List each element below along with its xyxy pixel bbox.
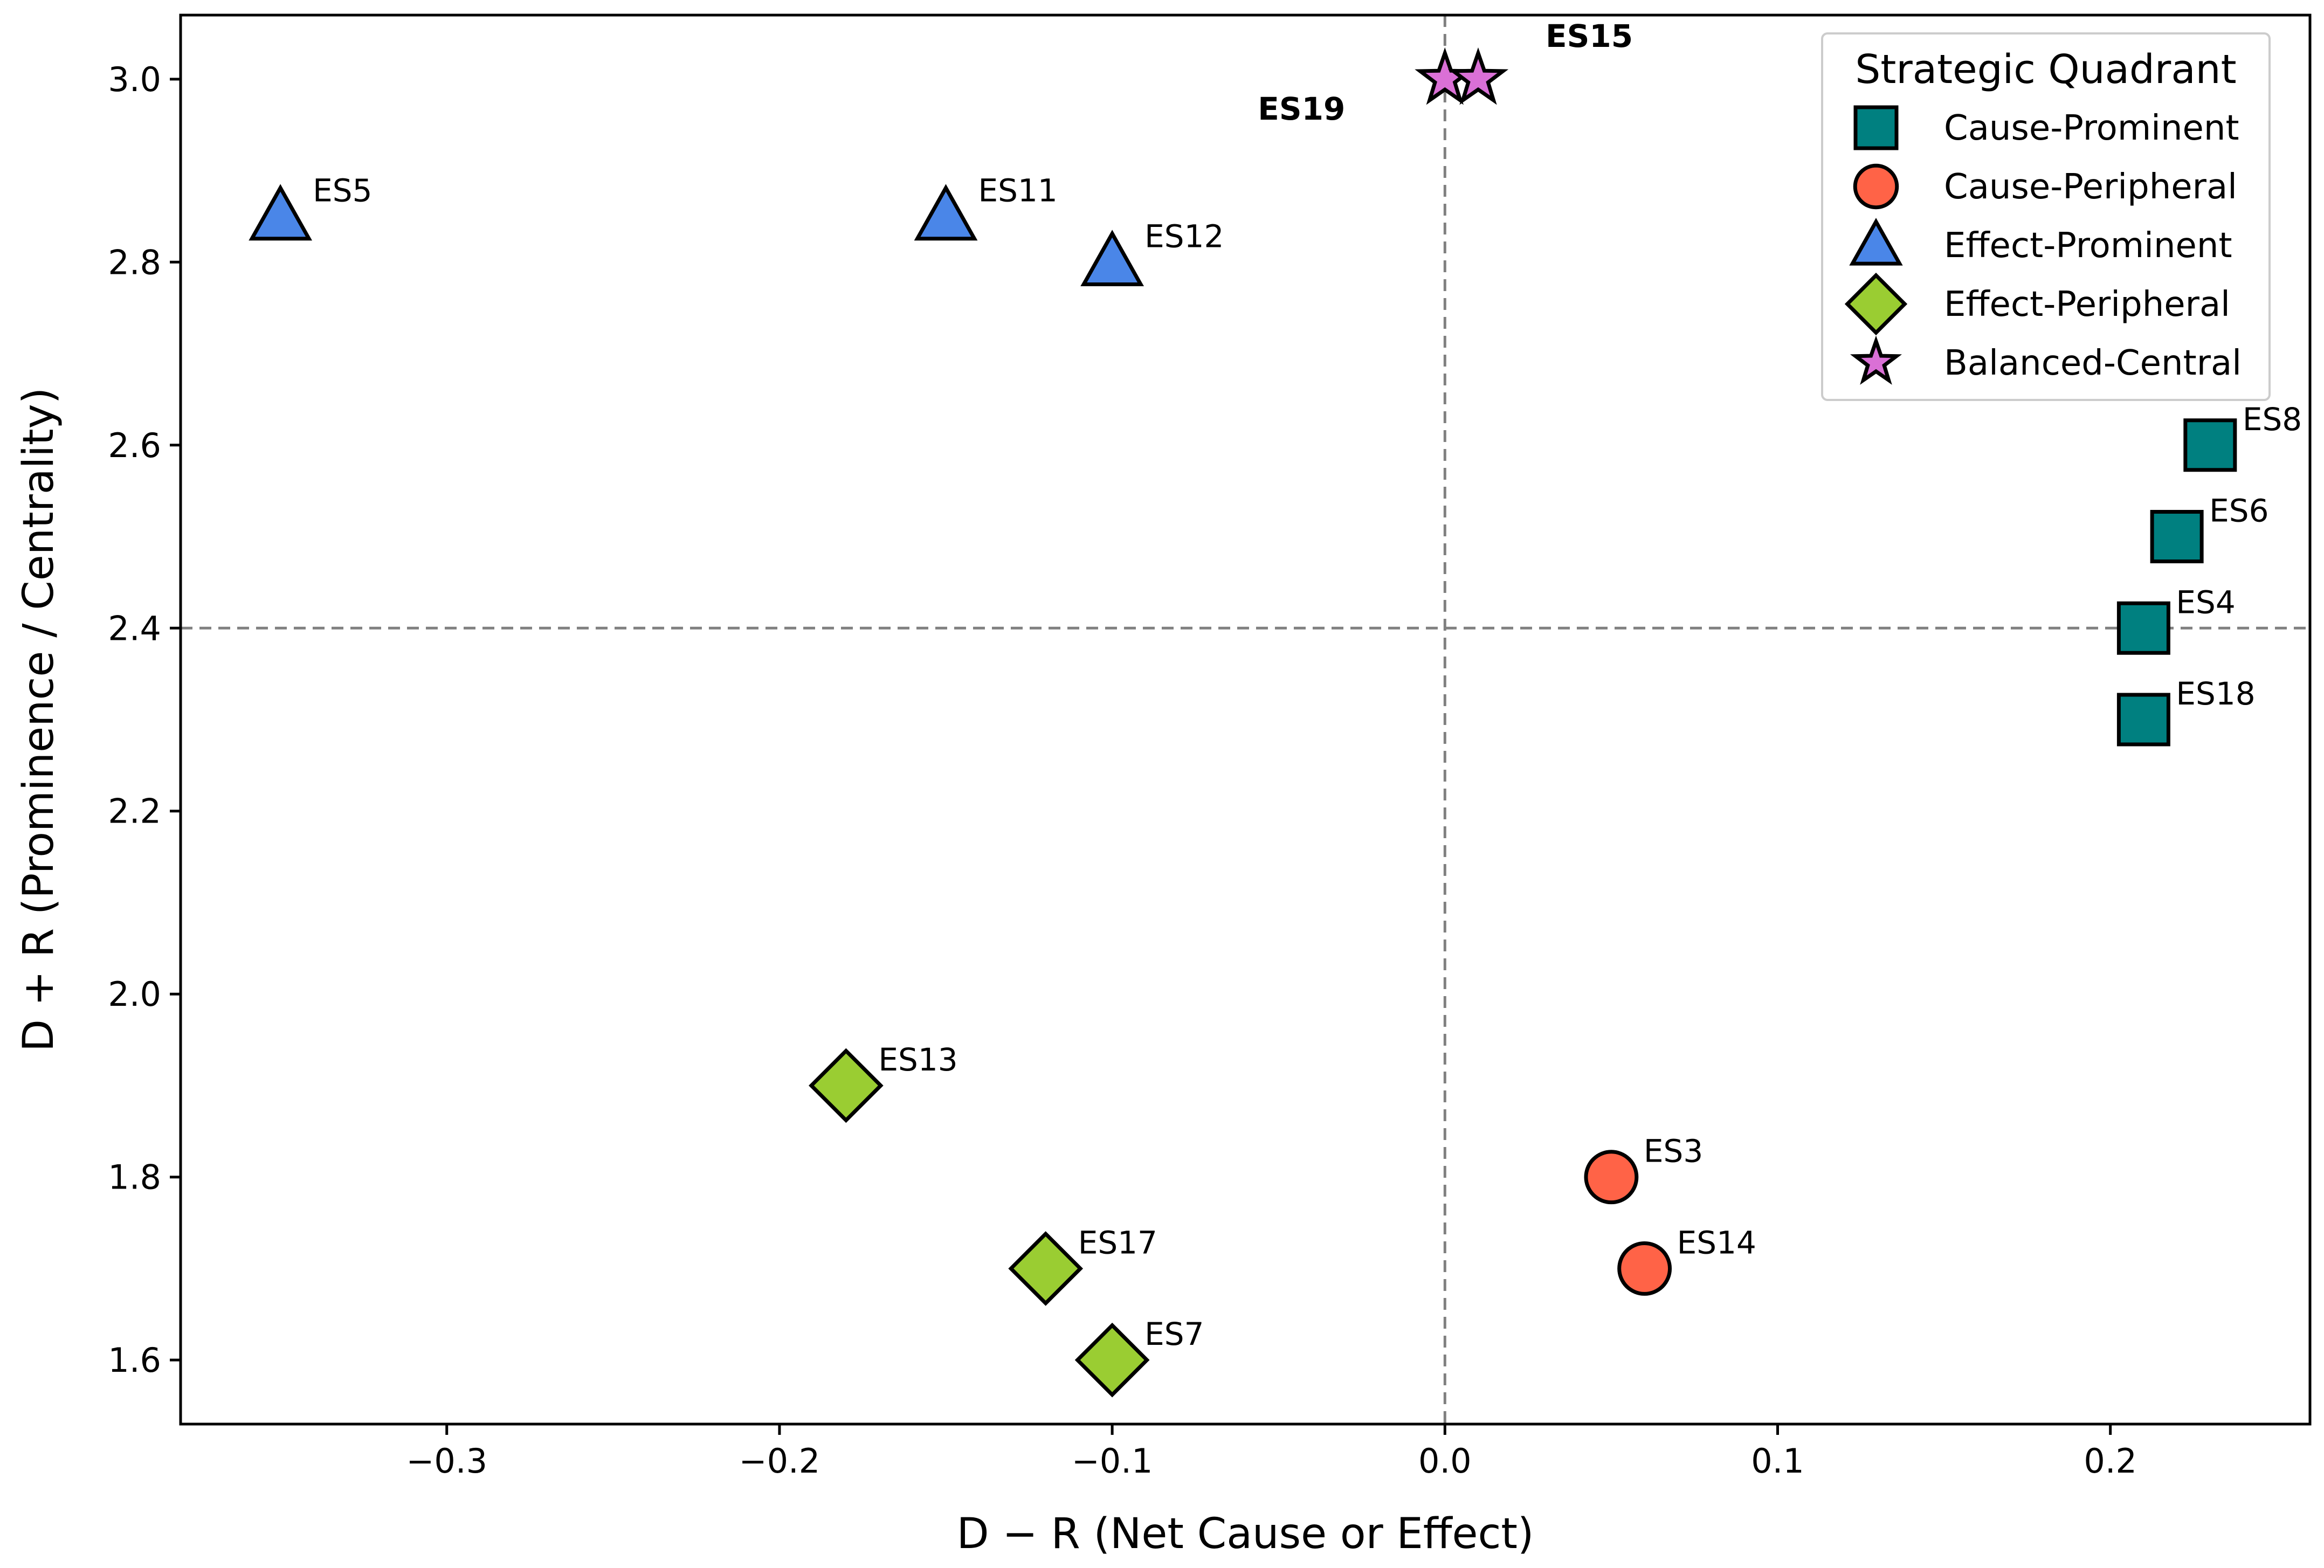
- point-label-es8: ES8: [2243, 401, 2302, 438]
- legend-marker-diamond: [1844, 272, 1908, 336]
- x-tick-label: −0.1: [1072, 1441, 1153, 1481]
- y-tick-label: 1.6: [108, 1341, 161, 1380]
- y-tick-label: 2.6: [108, 426, 161, 465]
- point-label-es18: ES18: [2176, 675, 2255, 712]
- data-point-es8: [2183, 418, 2237, 472]
- y-axis-label: D + R (Prominence / Centrality): [15, 388, 63, 1052]
- legend-entry-label: Cause-Prominent: [1944, 108, 2239, 148]
- legend-title: Strategic Quadrant: [1855, 46, 2236, 93]
- legend-entry-label: Cause-Peripheral: [1944, 167, 2237, 207]
- legend-entry-label: Effect-Prominent: [1944, 226, 2232, 266]
- legend-entry-label: Effect-Peripheral: [1944, 285, 2230, 324]
- point-label-es3: ES3: [1644, 1133, 1703, 1170]
- point-label-es14: ES14: [1677, 1224, 1756, 1261]
- data-point-es3: [1584, 1150, 1639, 1205]
- data-point-es13: [809, 1048, 884, 1123]
- point-label-es5: ES5: [313, 172, 372, 209]
- point-label-es11: ES11: [978, 172, 1058, 209]
- y-tick-label: 2.8: [108, 243, 161, 282]
- legend-box: [1821, 32, 2271, 401]
- reference-lines: [181, 15, 2310, 1424]
- point-label-es17: ES17: [1078, 1224, 1157, 1261]
- data-point-es5: [249, 184, 313, 241]
- legend-entry-label: Balanced-Central: [1944, 343, 2242, 383]
- data-point-es11: [914, 184, 978, 241]
- x-tick-label: −0.2: [739, 1441, 820, 1481]
- legend-marker-triangle: [1849, 218, 1903, 266]
- x-tick-label: 0.2: [2084, 1441, 2137, 1481]
- y-tick-label: 1.8: [108, 1158, 161, 1197]
- data-points: [249, 47, 2237, 1398]
- legend: Strategic Quadrant Cause-ProminentCause-…: [1821, 32, 2271, 401]
- axes-frame: [179, 13, 2312, 1426]
- point-label-es13: ES13: [878, 1041, 957, 1078]
- data-point-es18: [2116, 693, 2170, 747]
- y-tick-label: 3.0: [108, 60, 161, 99]
- data-point-es7: [1074, 1322, 1150, 1398]
- y-axis-ticks: 1.6 1.8 2.0 2.2 2.4 2.6 2.8 3.0: [108, 60, 181, 1380]
- x-axis-ticks: −0.3 −0.2 −0.1 0.0 0.1 0.2: [406, 1424, 2137, 1481]
- data-point-es14: [1617, 1241, 1672, 1296]
- point-label-es19: ES19: [1258, 91, 1345, 127]
- x-tick-label: −0.3: [406, 1441, 487, 1481]
- legend-marker-square: [1853, 105, 1899, 150]
- data-point-es6: [2150, 510, 2204, 564]
- point-label-es6: ES6: [2209, 493, 2268, 529]
- y-tick-label: 2.4: [108, 609, 161, 648]
- legend-entries: Cause-Prominent Cause-Peripheral Effect-Pr…: [1844, 105, 2242, 385]
- y-tick-label: 2.2: [108, 792, 161, 831]
- data-point-es15: [1447, 47, 1509, 105]
- point-labels: ES8 ES6 ES4 ES18 ES3 ES14 ES5 ES11 ES12 ES13 ES17 E…: [313, 18, 2302, 1352]
- data-point-es4: [2116, 601, 2170, 655]
- point-label-es4: ES4: [2176, 584, 2235, 620]
- point-label-es15: ES15: [1546, 18, 1633, 54]
- point-label-es12: ES12: [1144, 218, 1224, 254]
- data-point-es17: [1008, 1231, 1084, 1306]
- x-tick-label: 0.1: [1751, 1441, 1804, 1481]
- legend-marker-star: [1850, 335, 1902, 385]
- x-tick-label: 0.0: [1418, 1441, 1472, 1481]
- x-axis-label: D − R (Net Cause or Effect): [957, 1510, 1534, 1558]
- y-tick-label: 2.0: [108, 975, 161, 1014]
- point-label-es7: ES7: [1144, 1316, 1204, 1352]
- data-point-es12: [1080, 230, 1144, 287]
- legend-marker-circle: [1853, 163, 1899, 210]
